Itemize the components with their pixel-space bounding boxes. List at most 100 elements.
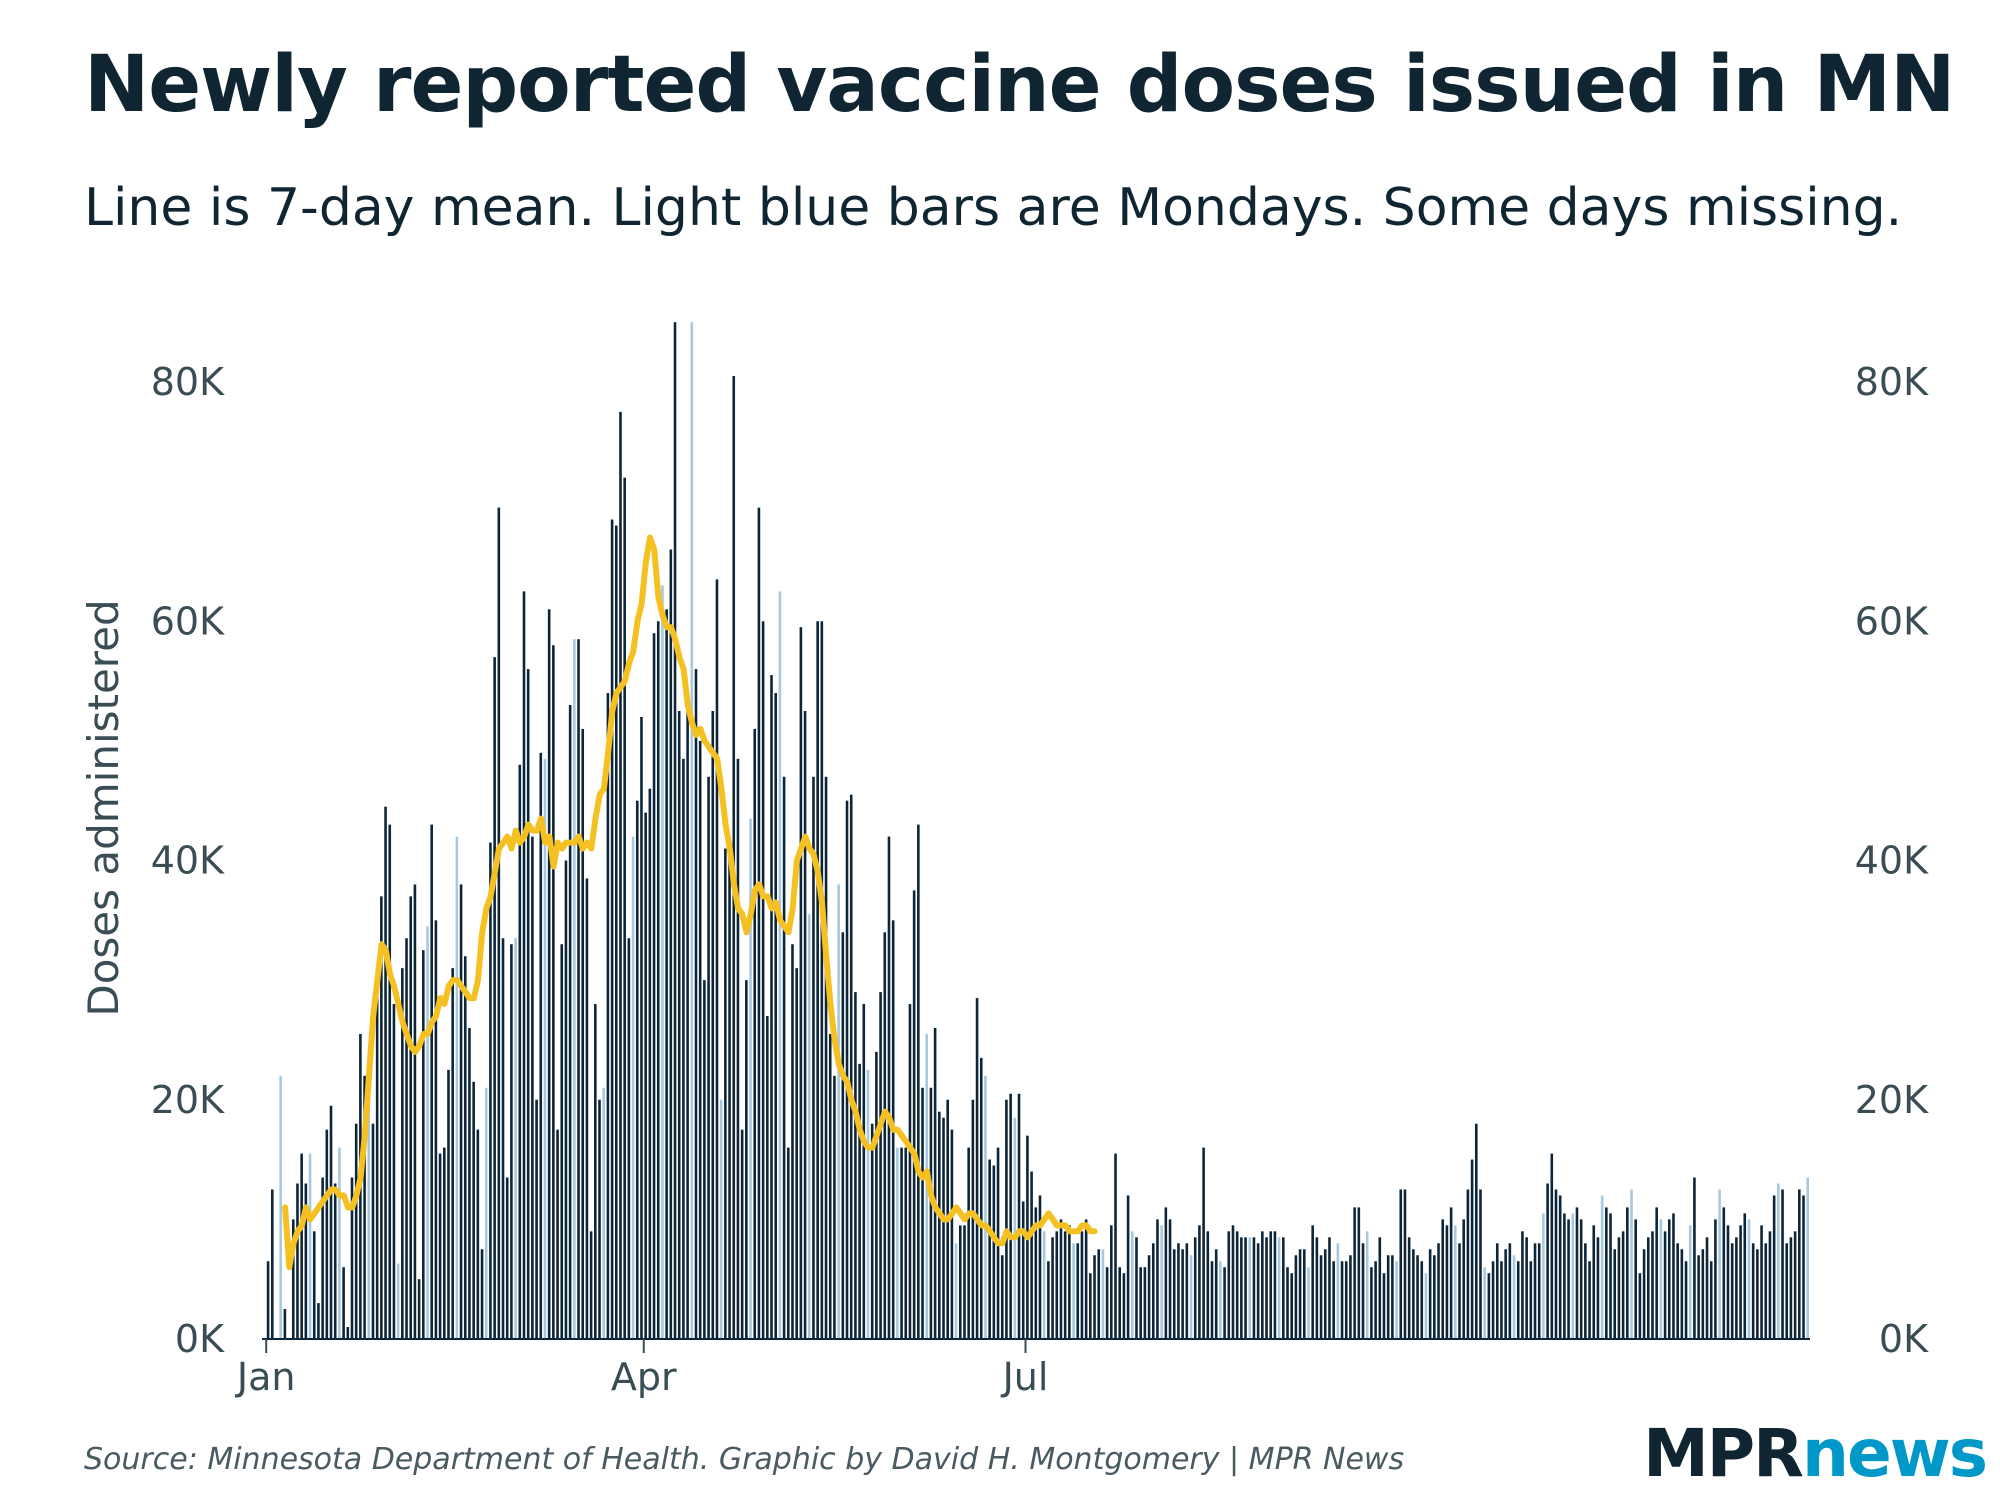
bar — [1718, 1189, 1721, 1339]
bar — [1240, 1237, 1243, 1339]
bar — [1680, 1249, 1684, 1339]
bar — [715, 579, 719, 1339]
bar — [782, 776, 786, 1339]
bar — [1424, 1273, 1428, 1339]
bar — [690, 322, 694, 1339]
bar — [1722, 1207, 1726, 1339]
bar — [1130, 1231, 1134, 1339]
bar — [929, 1087, 933, 1339]
bar — [325, 1129, 329, 1339]
y-tick-label-right: 20K — [1855, 1078, 1929, 1122]
bar — [837, 884, 840, 1339]
bar — [1063, 1231, 1067, 1339]
bar — [854, 992, 857, 1339]
bar — [317, 1303, 320, 1339]
bar — [438, 1153, 442, 1339]
bar — [665, 609, 668, 1339]
bar — [757, 507, 761, 1339]
bar — [1361, 1243, 1365, 1339]
bar — [711, 710, 715, 1339]
bar — [791, 944, 794, 1339]
bar — [1487, 1273, 1491, 1339]
y-tick-label-left: 0K — [175, 1317, 225, 1361]
bar — [954, 1243, 958, 1339]
bar — [564, 860, 568, 1339]
bar — [841, 932, 845, 1339]
bar — [908, 1004, 912, 1339]
y-axis-left: 0K 20K 40K 60K 80K — [151, 360, 225, 1361]
bar — [434, 920, 438, 1339]
bar — [1177, 1243, 1180, 1339]
bar — [480, 1249, 484, 1339]
bar — [1462, 1219, 1465, 1339]
bar — [1042, 1231, 1046, 1339]
bar — [1441, 1219, 1445, 1339]
bar — [1529, 1261, 1533, 1339]
y-tick-label-right: 80K — [1855, 360, 1929, 404]
bar — [522, 591, 526, 1339]
y-tick-label-left: 20K — [151, 1078, 225, 1122]
bar — [510, 944, 513, 1339]
bar — [900, 1147, 903, 1339]
bar — [1156, 1219, 1159, 1339]
bar — [505, 1177, 509, 1339]
bar — [1013, 1117, 1017, 1339]
bar — [656, 621, 660, 1339]
bar — [1491, 1261, 1495, 1339]
bar — [1252, 1237, 1256, 1339]
bar — [350, 1177, 354, 1339]
bar — [1781, 1189, 1784, 1339]
bar — [1189, 1255, 1193, 1339]
bar — [1420, 1261, 1424, 1339]
bar — [1651, 1231, 1654, 1339]
bar — [1605, 1207, 1608, 1339]
bar — [291, 1219, 295, 1339]
bar — [623, 477, 626, 1339]
bar — [816, 621, 819, 1339]
bar — [686, 710, 689, 1339]
bar — [1084, 1219, 1088, 1339]
bar — [375, 968, 379, 1339]
bar — [472, 1081, 475, 1339]
bar — [644, 812, 647, 1339]
bar — [1495, 1243, 1499, 1339]
bar — [950, 1129, 954, 1339]
bar — [1609, 1213, 1612, 1339]
bar — [1802, 1195, 1805, 1339]
bar — [1365, 1231, 1369, 1339]
bar — [1403, 1189, 1407, 1339]
bar — [1294, 1255, 1298, 1339]
source-note: Source: Minnesota Department of Health. … — [84, 1442, 1405, 1477]
bar — [1785, 1243, 1789, 1339]
bar — [879, 992, 882, 1339]
y-axis-right: 0K 20K 40K 60K 80K — [1855, 360, 1929, 1361]
bar — [1571, 1213, 1575, 1339]
bar — [577, 639, 580, 1339]
bar — [774, 693, 777, 1339]
bar — [1714, 1219, 1717, 1339]
bar — [1210, 1261, 1214, 1339]
bar — [1340, 1261, 1344, 1339]
bar — [1219, 1261, 1222, 1339]
bar — [1168, 1219, 1172, 1339]
bar — [1709, 1261, 1713, 1339]
bar — [1454, 1225, 1457, 1339]
bar — [1344, 1261, 1348, 1339]
bar — [384, 806, 387, 1339]
bar — [581, 728, 585, 1339]
bar — [883, 932, 887, 1339]
bar — [770, 675, 773, 1339]
bar — [799, 627, 803, 1339]
bar — [786, 1147, 790, 1339]
bar — [1789, 1237, 1793, 1339]
bar — [1554, 1189, 1558, 1339]
bar — [484, 1087, 488, 1339]
bar — [1051, 1237, 1054, 1339]
bar — [1777, 1183, 1780, 1339]
bar — [1592, 1225, 1596, 1339]
bar — [1500, 1261, 1503, 1339]
bar — [1626, 1207, 1629, 1339]
bar — [468, 1027, 471, 1339]
bar — [745, 980, 748, 1339]
y-tick-label-right: 60K — [1855, 599, 1929, 643]
